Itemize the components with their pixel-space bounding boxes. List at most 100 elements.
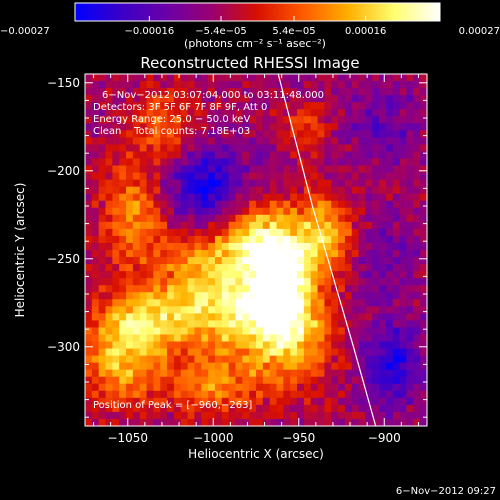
heatmap-cell <box>242 193 250 202</box>
heatmap-cell <box>201 376 209 385</box>
heatmap-cell <box>132 299 141 307</box>
heatmap-cell <box>262 257 271 265</box>
heatmap-cell <box>344 207 353 216</box>
heatmap-cell <box>167 74 175 82</box>
heatmap-cell <box>139 179 148 188</box>
heatmap-cell <box>385 306 394 314</box>
heatmap-cell <box>317 123 325 131</box>
heatmap-cell <box>303 200 312 209</box>
heatmap-cell <box>338 348 346 357</box>
heatmap-cell <box>180 320 189 329</box>
heatmap-cell <box>399 397 408 406</box>
heatmap-cell <box>406 165 414 174</box>
heatmap-cell <box>85 81 93 89</box>
heatmap-cell <box>399 214 408 223</box>
heatmap-cell <box>331 207 339 216</box>
heatmap-cell <box>365 313 373 321</box>
heatmap-cell <box>331 362 339 371</box>
heatmap-cell <box>351 278 360 286</box>
heatmap-cell <box>406 376 414 385</box>
heatmap-cell <box>98 320 107 329</box>
heatmap-cell <box>173 221 182 230</box>
heatmap-cell <box>221 74 230 82</box>
colorbar-ticks <box>74 16 441 21</box>
heatmap-cell <box>290 313 298 321</box>
heatmap-cell <box>324 299 332 307</box>
heatmap-cell <box>406 88 414 96</box>
heatmap-cell <box>262 235 271 244</box>
heatmap-cell <box>105 221 113 230</box>
heatmap-cell <box>324 397 332 406</box>
heatmap-cell <box>214 95 223 103</box>
heatmap-cell <box>420 390 428 399</box>
heatmap-cell <box>310 151 319 160</box>
heatmap-cell <box>208 130 216 138</box>
heatmap-cell <box>290 165 298 174</box>
heatmap-cell <box>290 404 298 413</box>
heatmap-cell <box>98 165 107 174</box>
heatmap-cell <box>372 271 380 279</box>
heatmap-cell <box>187 144 196 153</box>
heatmap-cell <box>85 285 93 293</box>
heatmap-cell <box>235 137 243 145</box>
heatmap-cell <box>297 102 305 110</box>
heatmap-cell <box>201 193 209 202</box>
heatmap-cell <box>399 116 408 124</box>
heatmap-cell <box>297 242 305 251</box>
heatmap-cell <box>221 334 230 343</box>
heatmap-cell <box>283 299 291 307</box>
heatmap-cell <box>194 179 202 188</box>
heatmap-cell <box>153 144 161 153</box>
heatmap-cell <box>242 186 250 195</box>
heatmap-cell <box>119 278 127 286</box>
heatmap-cell <box>132 200 141 209</box>
heatmap-cell <box>331 172 339 181</box>
heatmap-cell <box>160 313 168 321</box>
heatmap-cell <box>392 264 401 272</box>
heatmap-cell <box>139 285 148 293</box>
heatmap-cell <box>372 130 380 138</box>
y-axis-ticks: −300−250−200−150 <box>47 76 427 418</box>
heatmap-cell <box>119 306 127 314</box>
heatmap-cell <box>413 221 421 230</box>
heatmap-cell <box>187 292 196 300</box>
heatmap-cell <box>126 130 134 138</box>
heatmap-cell <box>269 158 278 167</box>
heatmap-cell <box>194 341 202 350</box>
heatmap-cell <box>119 158 127 167</box>
heatmap-cell <box>324 334 332 343</box>
heatmap-cell <box>379 341 387 350</box>
heatmap-cell <box>201 151 209 160</box>
heatmap-cell <box>324 172 332 181</box>
heatmap-cell <box>262 228 271 237</box>
heatmap-cell <box>399 95 408 103</box>
heatmap-cell <box>420 250 428 258</box>
heatmap-cell <box>290 193 298 202</box>
heatmap-cell <box>358 179 367 188</box>
heatmap-cell <box>262 193 271 202</box>
heatmap-cell <box>338 257 346 265</box>
heatmap-cell <box>290 341 298 350</box>
heatmap-cell <box>235 390 243 399</box>
heatmap-cell <box>153 193 161 202</box>
heatmap-cell <box>249 411 257 420</box>
heatmap-cell <box>269 228 278 237</box>
heatmap-cell <box>420 74 428 82</box>
heatmap-cell <box>262 102 271 110</box>
heatmap-cell <box>85 123 93 131</box>
heatmap-cell <box>358 81 367 89</box>
heatmap-cell <box>139 228 148 237</box>
heatmap-cell <box>153 397 161 406</box>
heatmap-cell <box>208 320 216 329</box>
heatmap-cell <box>153 383 161 392</box>
heatmap-cell <box>132 327 141 336</box>
heatmap-cell <box>126 327 134 336</box>
heatmap-cell <box>420 81 428 89</box>
heatmap-cell <box>208 376 216 385</box>
heatmap-cell <box>167 257 175 265</box>
heatmap-cell <box>283 355 291 364</box>
heatmap-cell <box>324 74 332 82</box>
heatmap-cell <box>399 369 408 378</box>
heatmap-cell <box>221 144 230 153</box>
heatmap-cell <box>85 172 93 181</box>
